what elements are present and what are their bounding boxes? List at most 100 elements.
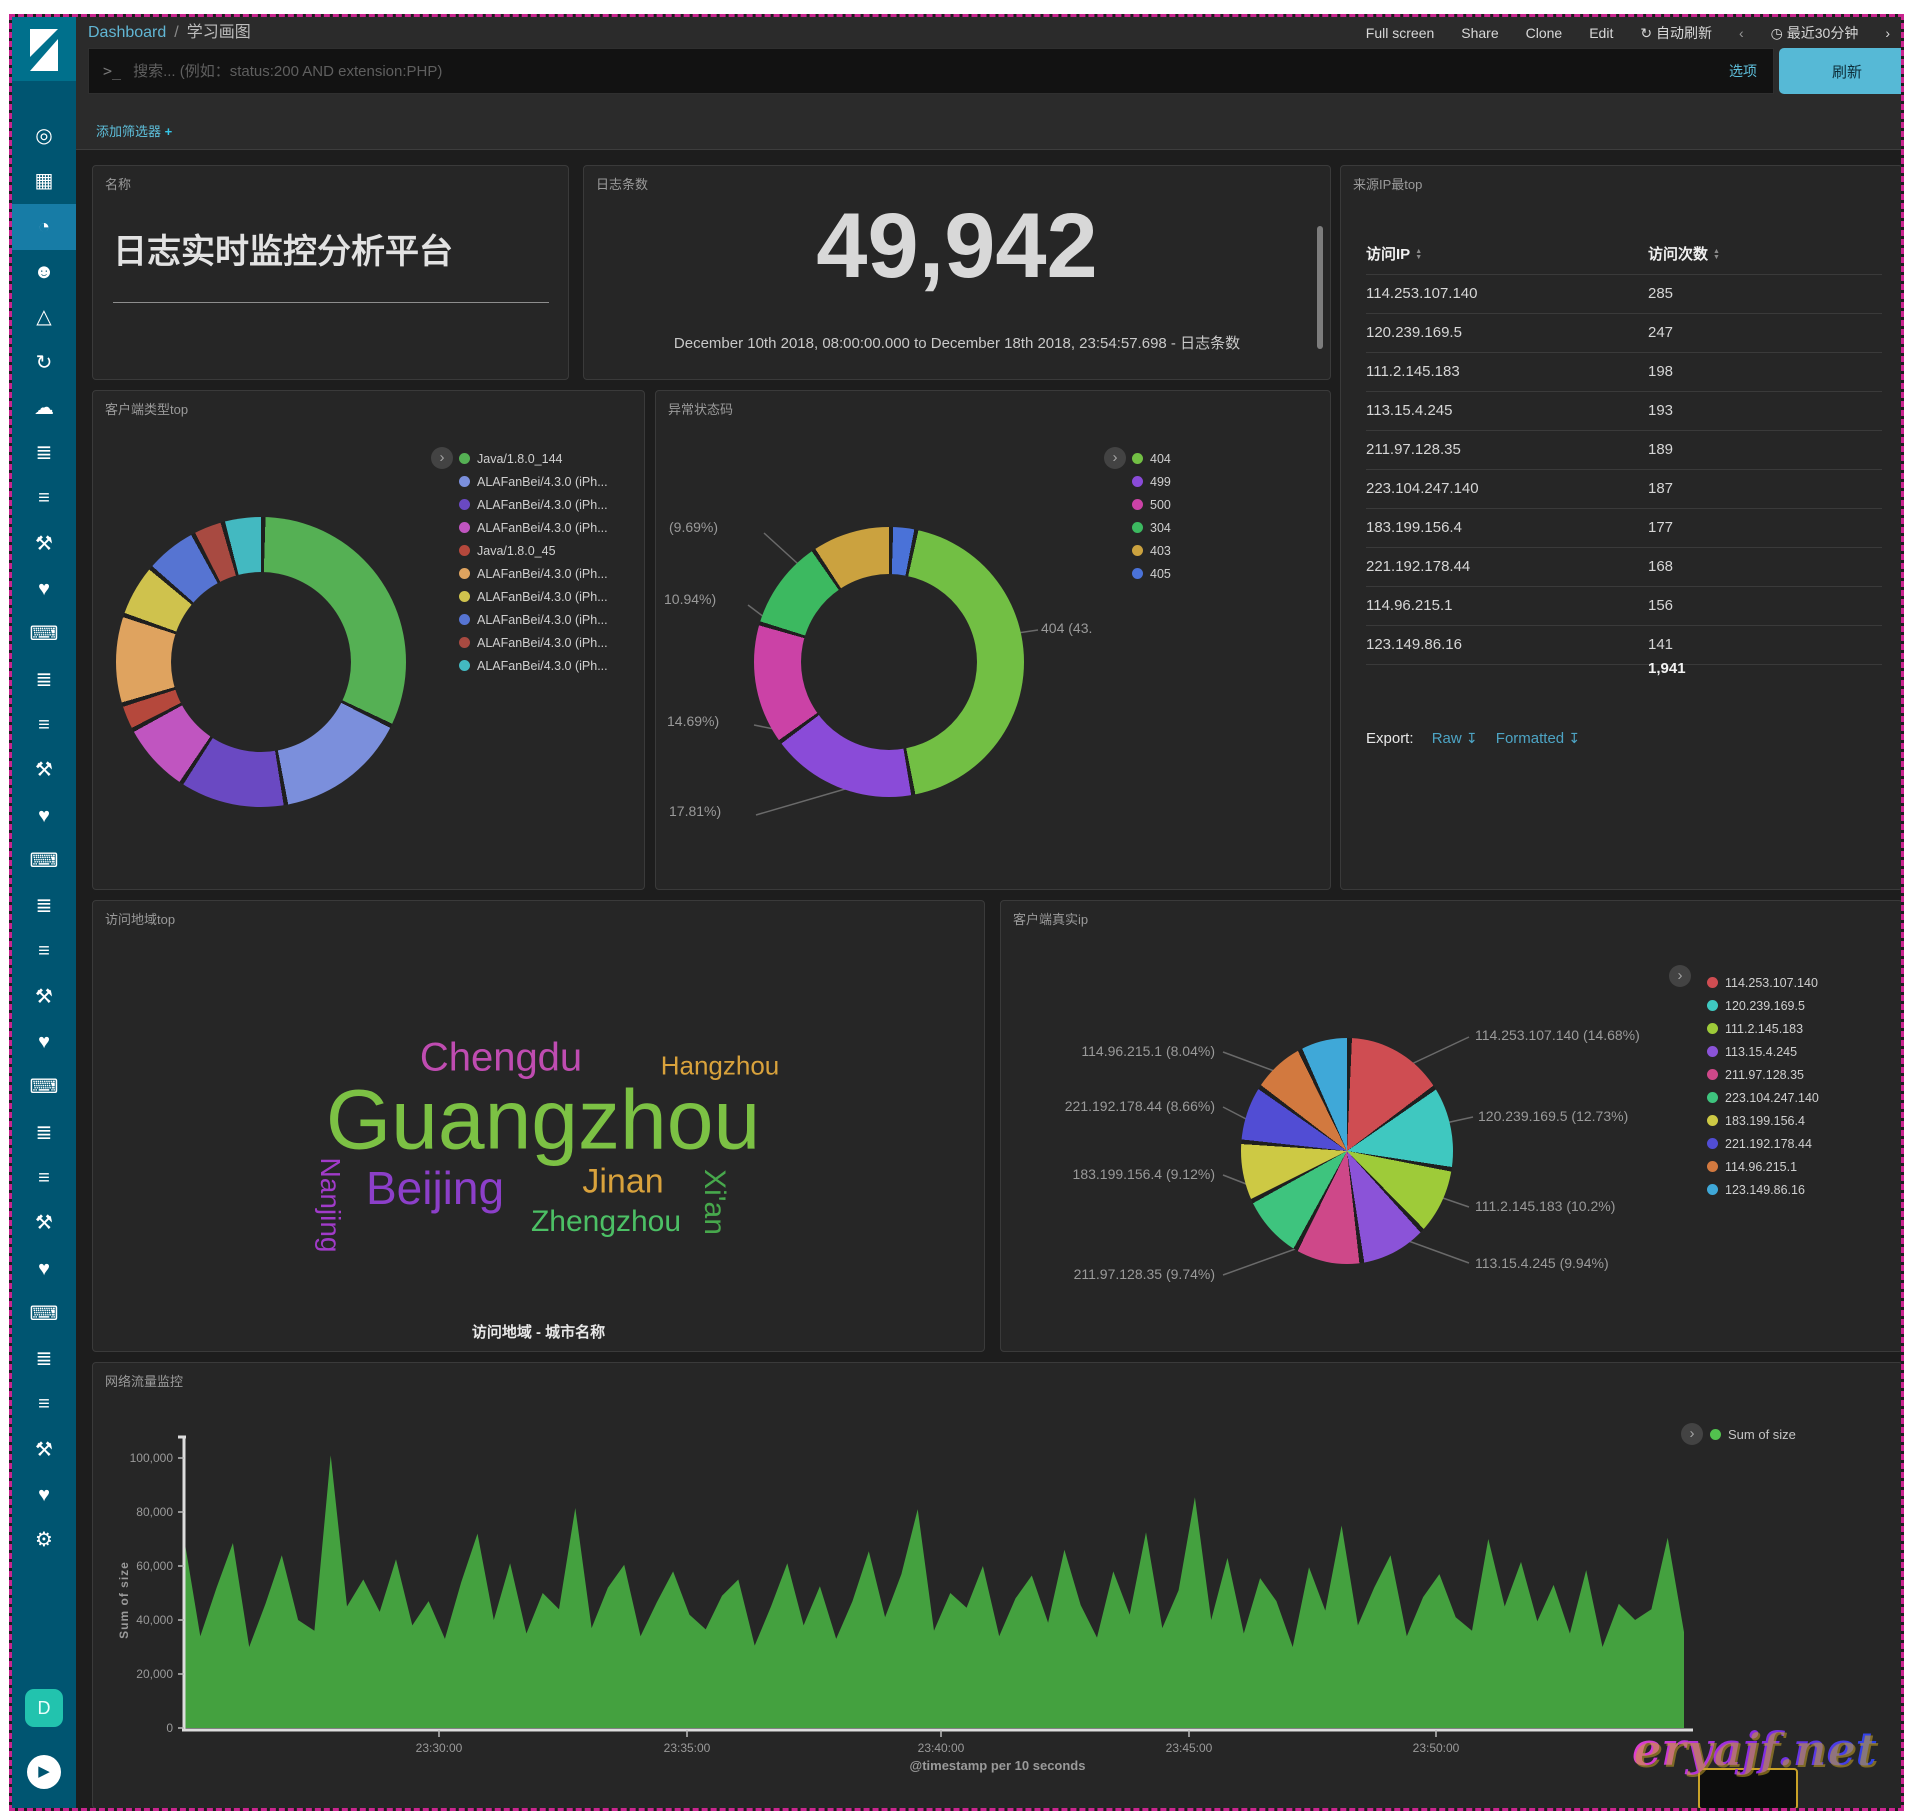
legend-item[interactable]: Java/1.8.0_45 [459,539,608,562]
legend-item[interactable]: 304 [1132,516,1171,539]
column-header-count[interactable]: 访问次数 ▲ ▼ [1648,246,1720,263]
legend-item[interactable]: ALAFanBei/4.3.0 (iPh... [459,493,608,516]
easel-icon[interactable]: △ [36,306,52,329]
wordcloud-word[interactable]: Nanjing [315,1157,346,1253]
legend-item[interactable]: ALAFanBei/4.3.0 (iPh... [459,654,608,677]
legend-item[interactable]: 221.192.178.44 [1707,1132,1819,1155]
menu-clone[interactable]: Clone [1525,25,1563,41]
legend-item[interactable]: 123.149.86.16 [1707,1178,1819,1201]
cloud-server-icon[interactable]: ☁ [34,396,54,419]
scroll-icon[interactable]: ≣ [35,1348,53,1371]
legend-item[interactable]: 211.97.128.35 [1707,1063,1819,1086]
wordcloud-word[interactable]: Jinan [582,1162,664,1201]
lines-icon[interactable]: ≡ [38,940,50,963]
watermark-badge [1698,1768,1798,1808]
scroll-icon[interactable]: ≣ [35,668,53,691]
real-ip-pie-chart[interactable] [1241,1038,1453,1264]
wrench-icon[interactable]: ⚒ [35,1212,53,1235]
legend-collapse-arrow-icon[interactable]: › [431,447,453,469]
scroll-icon[interactable]: ≣ [35,442,53,465]
lines-icon[interactable]: ≡ [38,1166,50,1189]
export-formatted-link[interactable]: Formatted ↧ [1495,730,1581,747]
legend-item[interactable]: 500 [1132,493,1171,516]
legend-item[interactable]: ALAFanBei/4.3.0 (iPh... [459,631,608,654]
legend-item[interactable]: ALAFanBei/4.3.0 (iPh... [459,470,608,493]
panel-status-code: 异常状态码 (9.69%) 10.94%) 14.69%) 17.81%) 404 (4… [655,390,1331,890]
wordcloud-word[interactable]: Hangzhou [660,1050,780,1081]
add-filter-link[interactable]: 添加筛选器 + [96,124,173,139]
legend-collapse-arrow-icon[interactable]: › [1104,447,1126,469]
legend-item[interactable]: ALAFanBei/4.3.0 (iPh... [459,562,608,585]
wordcloud-word[interactable]: Beijing [365,1162,505,1214]
legend-item[interactable]: 120.239.169.5 [1707,994,1819,1017]
console-icon[interactable]: ⌨ [29,849,59,872]
legend-item[interactable]: 405 [1132,562,1171,585]
auto-refresh-button[interactable]: ↻ 自动刷新 [1640,25,1712,41]
column-header-ip[interactable]: 访问IP ▲ ▼ [1366,246,1423,263]
legend-item[interactable]: 499 [1132,470,1171,493]
compass-icon[interactable]: ◎ [35,125,53,147]
console-icon[interactable]: ⌨ [29,623,59,646]
wordcloud-word[interactable]: Chengdu [419,1035,583,1080]
legend-collapse-arrow-icon[interactable]: › [1669,965,1691,987]
gauge-icon[interactable]: ◔ [37,215,51,238]
menu-full-screen[interactable]: Full screen [1365,25,1435,41]
legend-item[interactable]: 404 [1132,447,1171,470]
time-forward-chevron[interactable]: › [1885,25,1890,41]
legend-item[interactable]: 183.199.156.4 [1707,1109,1819,1132]
menu-share[interactable]: Share [1461,25,1499,41]
slice-callout: 120.239.169.5 (12.73%) [1478,1108,1629,1124]
console-icon[interactable]: ⌨ [29,1302,59,1325]
refresh-button[interactable]: 刷新 [1779,48,1901,94]
legend-item[interactable]: ALAFanBei/4.3.0 (iPh... [459,516,608,539]
scroll-icon[interactable]: ≣ [35,895,53,918]
bar-chart-icon[interactable]: ▦ [34,170,54,193]
legend-collapse-arrow-icon[interactable]: › [1681,1423,1703,1445]
sync-icon[interactable]: ↻ [35,351,53,374]
user-space-badge[interactable]: D [25,1689,63,1727]
wrench-icon[interactable]: ⚒ [35,1438,53,1461]
time-range-picker[interactable]: ◷ 最近30分钟 [1770,25,1859,41]
kibana-logo-icon[interactable] [12,17,76,81]
top-menu: Full screen Share Clone Edit ↻ 自动刷新 ‹ ◷ 最近3… [1366,20,1890,46]
play-button[interactable]: ▶ [27,1755,61,1789]
lines-icon[interactable]: ≡ [38,487,50,510]
menu-edit[interactable]: Edit [1589,25,1614,41]
legend-item[interactable]: ALAFanBei/4.3.0 (iPh... [459,585,608,608]
export-raw-link[interactable]: Raw ↧ [1431,730,1478,747]
gear-icon[interactable]: ⚙ [35,1529,53,1552]
heartbeat-icon[interactable]: ♥ [38,1031,50,1053]
bear-icon[interactable]: ☻ [33,260,55,283]
heartbeat-icon[interactable]: ♥ [38,804,50,827]
scrollbar[interactable] [1317,226,1323,349]
series-label[interactable]: Sum of size [1728,1426,1796,1442]
traffic-area-chart[interactable]: 0 20,000 40,000 60,000 80,000 100,000 23:30:00… [93,1363,1902,1808]
heartbeat-icon[interactable]: ♥ [38,1484,50,1506]
legend-dot [1132,545,1143,556]
wrench-icon[interactable]: ⚒ [35,759,53,782]
breadcrumb-dashboard-link[interactable]: Dashboard [88,24,167,41]
search-input[interactable] [131,61,1729,81]
legend-item[interactable]: 114.96.215.1 [1707,1155,1819,1178]
wordcloud-word[interactable]: Xi'an [698,1169,731,1235]
wrench-icon[interactable]: ⚒ [35,985,53,1008]
wordcloud-word[interactable]: Zhengzhou [530,1205,682,1238]
options-link[interactable]: 选项 [1729,63,1757,79]
legend-item[interactable]: 114.253.107.140 [1707,971,1819,994]
heartbeat-icon[interactable]: ♥ [38,1257,50,1280]
legend-item[interactable]: 111.2.145.183 [1707,1017,1819,1040]
wrench-icon[interactable]: ⚒ [35,532,53,555]
legend-item[interactable]: Java/1.8.0_144 [459,447,608,470]
time-back-chevron[interactable]: ‹ [1738,25,1744,41]
wordcloud-word[interactable]: Guangzhou [325,1072,761,1167]
lines-icon[interactable]: ≡ [38,1393,50,1416]
legend-item[interactable]: 223.104.247.140 [1707,1086,1819,1109]
legend-dot [1707,1023,1718,1034]
scroll-icon[interactable]: ≣ [35,1121,53,1144]
heartbeat-icon[interactable]: ♥ [38,578,50,600]
legend-item[interactable]: 403 [1132,539,1171,562]
legend-item[interactable]: ALAFanBei/4.3.0 (iPh... [459,608,608,631]
console-icon[interactable]: ⌨ [29,1076,59,1099]
lines-icon[interactable]: ≡ [38,713,50,736]
legend-item[interactable]: 113.15.4.245 [1707,1040,1819,1063]
